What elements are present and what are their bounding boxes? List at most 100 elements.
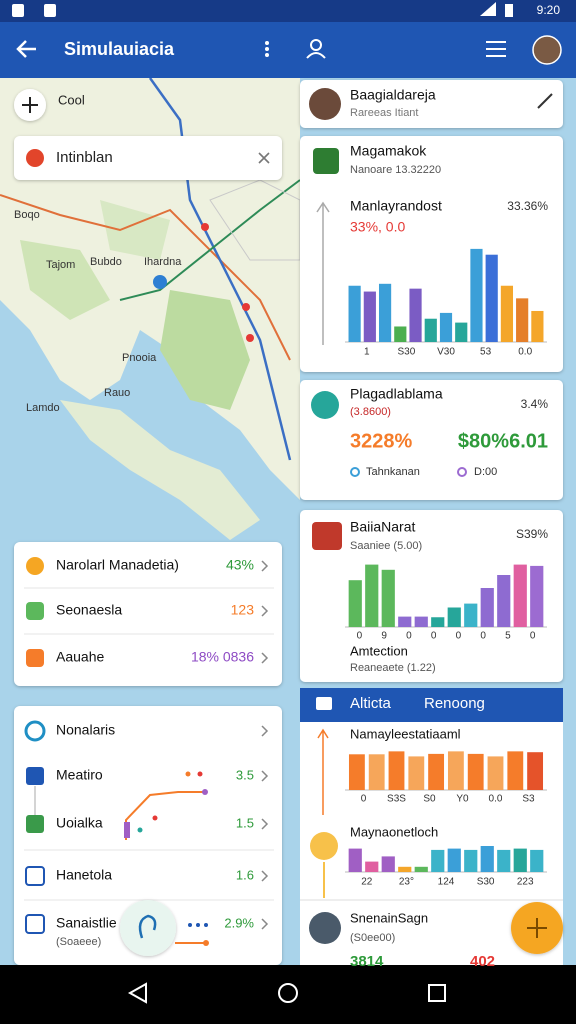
user-avatar[interactable] [532,35,562,65]
card-icon [311,391,339,419]
bar [381,569,395,627]
person-value: 3814 [350,953,384,970]
x-tick-label: 0 [357,631,363,642]
list-button[interactable] [486,41,506,57]
person-avatar [309,912,341,944]
search-box[interactable] [14,136,282,180]
bar [447,848,461,872]
chevron[interactable] [261,725,269,737]
chevron[interactable] [261,770,269,782]
x-tick-label: 22 [361,877,373,888]
chevron[interactable] [261,870,269,882]
nav-back[interactable] [127,982,147,1004]
row-value: 43% [226,557,254,573]
bar [516,298,529,342]
card-subtitle: (3.8600) [350,406,391,418]
x-tick-label: 223 [517,877,534,888]
map-label: Rauo [104,387,130,399]
status-icon [12,4,24,17]
bar [348,754,365,790]
card-icon [313,148,339,174]
bar [500,285,514,342]
x-tick-label: 0 [406,631,412,642]
bar [480,846,494,872]
card-title: Namayleestatiaaml [350,726,461,741]
location-button[interactable] [120,900,176,956]
map-label: Lamdo [26,402,60,414]
chevron[interactable] [261,818,269,830]
profile-subtitle: Rareeas Itiant [350,107,418,119]
row-icon [26,649,44,667]
location-icon [138,914,157,939]
profile-card[interactable] [300,80,563,128]
card-title: Amtection [350,643,408,658]
card-rate: S39% [516,527,548,541]
map-label: Ihardna [144,256,182,268]
chart-stat: 33%, 0.0 [350,219,405,235]
x-tick-label: 9 [381,631,387,642]
bar [388,751,405,790]
chart-stat: 33.36% [507,199,548,213]
legend-label: Tahnkanan [366,466,420,478]
app-bar [0,22,576,78]
row-label: Seonaesla [56,602,122,618]
x-tick-label: S3 [522,794,535,805]
map-label: Cool [58,92,85,107]
row-icon [26,602,44,620]
row-label: Uoialka [56,815,103,831]
bar [530,565,544,627]
bar [414,866,428,872]
back-button[interactable] [16,40,36,58]
timeline-arrow [317,728,329,815]
mini-chart [124,771,209,946]
nav-home[interactable] [278,983,298,1003]
card-title: Maynaonetloch [350,824,438,839]
x-tick-label: 0 [456,631,462,642]
signal-icon [480,2,496,16]
tab: Alticta [350,695,392,712]
clear-button[interactable] [258,152,270,164]
status-time: 9:20 [537,3,561,17]
legend-label: D:00 [474,466,497,478]
nav-bar [0,965,576,1024]
row-icon [26,815,44,833]
edit-icon[interactable] [537,93,553,109]
add-icon [527,918,547,938]
card-title: BaiiaNarat [350,519,415,535]
menu-button[interactable] [265,41,269,57]
bar [424,318,437,342]
row-icon [24,720,46,742]
summary-card [14,542,282,686]
bar [487,756,504,790]
chevron[interactable] [261,918,269,930]
map-label: Pnooia [122,352,157,364]
stat-value: $80%6.01 [458,430,548,452]
bar [480,588,494,627]
stats-card[interactable] [300,380,563,500]
x-tick-label: Y0 [456,794,469,805]
card-icon [310,832,338,860]
tab-bar[interactable] [300,688,563,722]
bars-card[interactable] [300,510,563,682]
bar [431,849,445,872]
x-tick-label: S0 [423,794,436,805]
x-tick-label: 0 [530,631,536,642]
bar [531,310,544,342]
x-tick-label: 124 [438,877,455,888]
row-value: 3.5 [236,767,254,782]
account-button[interactable] [306,39,326,59]
x-tick-label: S30 [398,347,416,358]
map-label: Tajom [46,259,75,271]
row-value: 123 [231,602,255,618]
nav-recents[interactable] [428,984,446,1002]
legend-dot [350,467,360,477]
bar [414,616,428,627]
chevron[interactable] [261,560,269,572]
x-tick-label: S3S [387,794,406,805]
chevron[interactable] [261,605,269,617]
bar [398,616,412,627]
chevron[interactable] [261,652,269,664]
card-title: Magamakok [350,143,427,159]
